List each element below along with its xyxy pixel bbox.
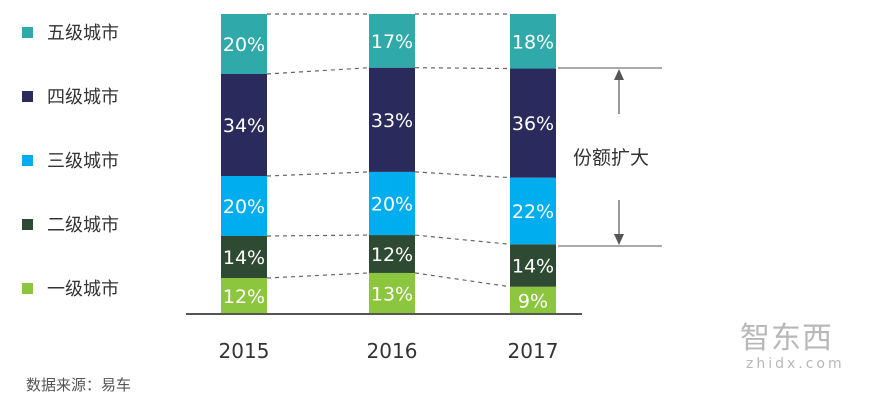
bar-segment	[510, 177, 556, 245]
value-label: 34%	[223, 115, 265, 137]
source-note: 数据来源：易车	[26, 376, 132, 394]
legend-swatch	[22, 26, 33, 38]
annotation-label: 份额扩大	[573, 147, 649, 169]
legend-label: 五级城市	[47, 23, 119, 44]
bar-segment	[369, 272, 415, 314]
connector-line	[266, 67, 370, 75]
value-label: 14%	[512, 256, 554, 278]
arrow-down-icon	[614, 234, 624, 245]
value-label: 18%	[512, 31, 554, 53]
legend-item: 一级城市	[22, 276, 119, 300]
x-tick-label: 2015	[219, 339, 270, 363]
value-label: 9%	[518, 290, 548, 312]
bar-segment	[221, 278, 267, 314]
x-tick-label: 2017	[508, 339, 559, 363]
x-tick-label: 2016	[367, 339, 418, 363]
bar-segment	[369, 235, 415, 273]
bar-segment	[221, 74, 267, 176]
value-label: 20%	[371, 193, 413, 215]
value-label: 20%	[223, 34, 265, 56]
bar-segment	[510, 286, 556, 314]
bar-segment	[369, 67, 415, 172]
value-label: 22%	[512, 201, 554, 223]
connector-line	[414, 234, 511, 245]
connector-line	[266, 272, 370, 279]
legend-label: 二级城市	[47, 215, 119, 236]
bar-segment	[221, 236, 267, 278]
value-labels: 12% 14% 20% 34% 20% 13% 12% 20% 33% 17% 9% 14% 22% 36…	[223, 31, 554, 313]
connector-line	[414, 272, 511, 288]
bar-segment	[221, 176, 267, 236]
bar-segment	[369, 171, 415, 236]
legend-item: 五级城市	[22, 20, 119, 44]
legend-swatch	[22, 154, 33, 166]
connector-line	[266, 234, 370, 237]
connector-line	[266, 171, 370, 177]
legend-swatch	[22, 282, 33, 294]
connector-lines	[266, 13, 511, 288]
legend-item: 三级城市	[22, 148, 119, 172]
share-expansion-annotation: 份额扩大	[558, 67, 662, 247]
watermark-logo: 智东西 zhidx.com	[740, 321, 860, 373]
bars	[221, 14, 556, 314]
legend-swatch	[22, 218, 33, 230]
bar-segment	[369, 14, 415, 68]
value-label: 13%	[371, 283, 413, 305]
bar-segment	[510, 68, 556, 178]
bar-segment	[510, 244, 556, 287]
legend-label: 一级城市	[47, 279, 119, 300]
bar-segment	[510, 14, 556, 69]
connector-line	[414, 67, 511, 70]
watermark-en: zhidx.com	[746, 356, 845, 372]
arrow-up-icon	[614, 69, 624, 80]
value-label: 12%	[223, 286, 265, 308]
x-tick-labels: 2015 2016 2017	[219, 339, 559, 363]
watermark-cn: 智东西	[740, 321, 833, 356]
legend-label: 三级城市	[47, 151, 119, 172]
value-label: 36%	[512, 113, 554, 135]
legend-swatch	[22, 90, 33, 102]
value-label: 33%	[371, 110, 413, 132]
value-label: 14%	[223, 247, 265, 269]
value-label: 17%	[371, 31, 413, 53]
connector-line	[414, 171, 511, 179]
value-label: 20%	[223, 196, 265, 218]
legend-label: 四级城市	[47, 87, 119, 108]
legend-item: 四级城市	[22, 84, 119, 108]
value-label: 12%	[371, 244, 413, 266]
legend-item: 二级城市	[22, 212, 119, 236]
bar-segment	[221, 14, 267, 74]
